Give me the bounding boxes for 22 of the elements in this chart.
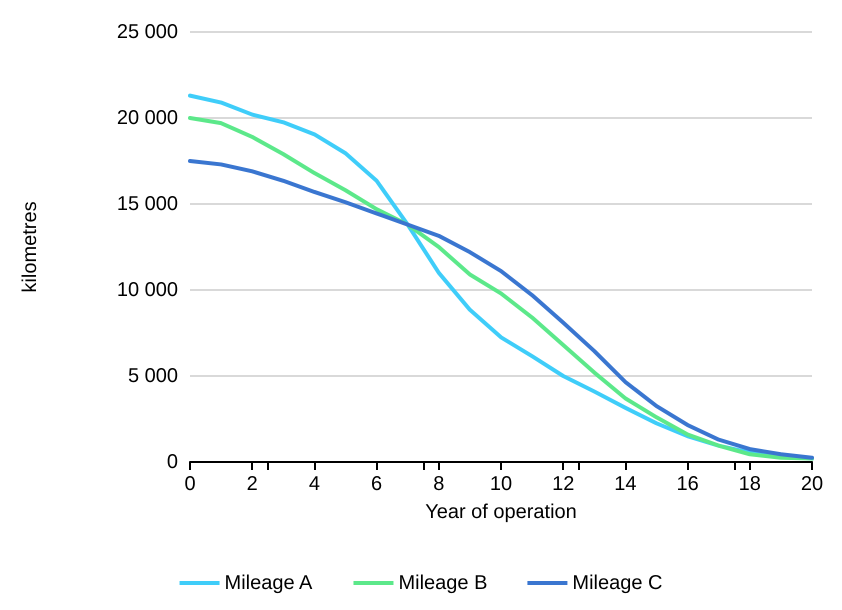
legend-label: Mileage B [398,572,488,594]
x-tick-label: 4 [308,473,320,495]
x-tick-label: 20 [800,473,824,495]
y-tick-label: 0 [166,451,178,473]
legend-label: Mileage A [224,572,314,594]
x-tick-label: 10 [490,473,512,495]
y-tick-label: 15 000 [116,193,178,215]
x-tick-label: 14 [614,473,637,495]
y-tick-label: 5 000 [128,365,178,387]
y-axis-title: kilometres [19,201,41,293]
x-tick-label: 8 [433,473,444,495]
x-tick-label: 18 [738,473,761,495]
y-tick-label: 20 000 [116,107,178,129]
legend-label: Mileage C [572,572,662,594]
y-tick-label: 10 000 [116,279,178,301]
x-tick-label: 0 [184,473,196,495]
x-axis-title: Year of operation [425,501,577,523]
y-tick-label: 25 000 [116,21,178,43]
x-tick-label: 6 [371,473,382,495]
x-tick-label: 2 [246,473,258,495]
x-tick-label: 12 [552,473,574,495]
x-tick-label: 16 [676,473,699,495]
